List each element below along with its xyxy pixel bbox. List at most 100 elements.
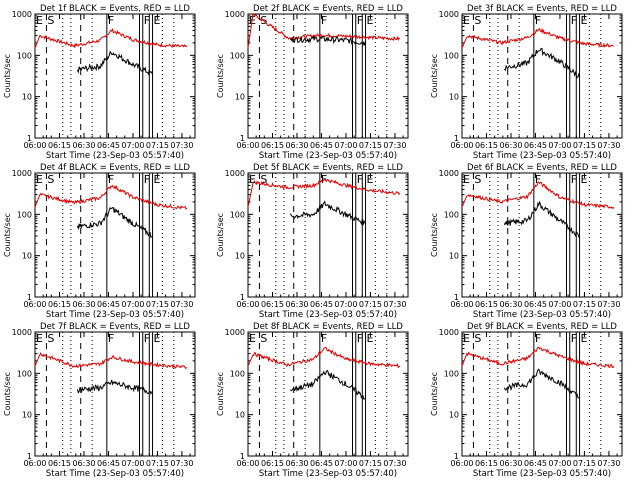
y-tick-label: 1 [27,452,32,461]
x-tick-label: 06:30 [499,141,522,150]
x-tick-label: 07:00 [548,300,571,309]
y-tick-label: 10 [22,93,32,102]
x-tick-label: 06:45 [97,141,120,150]
y-tick-label: 1000 [12,10,32,19]
phase-letter: F [571,332,577,345]
x-tick-label: 07:00 [121,141,144,150]
x-tick-label: 07:30 [383,300,406,309]
x-tick-label: 06:00 [23,459,46,468]
y-axis-label: Counts/sec [430,372,439,416]
phase-marker-S: S [47,332,54,345]
x-tick-label: 06:00 [450,300,473,309]
panel-title: Det 6f BLACK = Events, RED = LLD [467,163,617,173]
series-events [76,206,153,239]
phase-letter: F [321,332,327,345]
x-tick-label: 06:00 [450,459,473,468]
y-tick-label: 1000 [439,169,459,178]
y-tick-label: 1000 [12,169,32,178]
phase-letter: F [144,332,150,345]
y-tick-label: 1000 [439,328,459,337]
x-tick-label: 07:30 [170,300,193,309]
y-axis-label: Counts/sec [216,213,225,257]
x-tick-label: 07:15 [573,459,596,468]
x-tick-label: 06:45 [310,459,333,468]
panel-5: Det 5f BLACK = Events, RED = LLD 1 10 100 10… [216,163,409,320]
phase-letter: F [108,332,114,345]
phase-marker-E: E [36,173,43,186]
x-tick-label: 06:15 [475,300,498,309]
panel-title: Det 4f BLACK = Events, RED = LLD [40,163,190,173]
x-tick-label: 07:15 [146,459,169,468]
phase-letter: F [144,14,150,27]
x-tick-label: 06:30 [285,300,308,309]
x-tick-label: 07:30 [597,300,620,309]
x-axis-label: Start Time (23-Sep-03 05:57:40) [259,469,397,479]
phase-marker-E: E [36,332,43,345]
x-tick-label: 07:15 [359,300,382,309]
y-tick-label: 100 [444,51,459,60]
series-lld [461,346,615,369]
x-tick-label: 07:30 [383,459,406,468]
panel-title: Det 8f BLACK = Events, RED = LLD [253,322,403,332]
y-tick-label: 1 [454,452,459,461]
phase-marker-E: E [463,14,470,27]
x-tick-label: 06:30 [72,300,95,309]
x-axis-label: Start Time (23-Sep-03 05:57:40) [473,151,611,161]
y-tick-label: 10 [449,411,459,420]
phase-letter: F [321,173,327,186]
y-tick-label: 10 [235,252,245,261]
y-tick-label: 10 [449,252,459,261]
plot-frame [461,331,623,457]
plot-frame [247,13,409,139]
plot-frame [247,172,409,298]
x-tick-label: 07:15 [146,300,169,309]
phase-marker-S: S [260,173,267,186]
panel-6: Det 6f BLACK = Events, RED = LLD 1 10 100 10… [430,163,623,320]
x-tick-label: 07:00 [548,141,571,150]
y-tick-label: 10 [22,411,32,420]
y-tick-label: 1000 [12,328,32,337]
phase-letter: E [581,14,588,27]
x-tick-label: 06:15 [475,141,498,150]
y-tick-label: 10 [449,93,459,102]
x-axis-label: Start Time (23-Sep-03 05:57:40) [259,310,397,320]
y-tick-label: 1 [27,134,32,143]
phase-letter: E [367,14,374,27]
y-tick-label: 10 [235,93,245,102]
y-axis-label: Counts/sec [216,372,225,416]
y-tick-label: 1000 [439,10,459,19]
x-tick-label: 06:00 [450,141,473,150]
x-tick-label: 06:00 [23,141,46,150]
phase-marker-S: S [474,173,481,186]
panel-8: Det 8f BLACK = Events, RED = LLD 1 10 100 10… [216,322,409,479]
plot-frame [247,331,409,457]
series-lld [247,13,401,49]
panel-title: Det 7f BLACK = Events, RED = LLD [40,322,190,332]
panel-2: Det 2f BLACK = Events, RED = LLD 1 10 100 10… [216,4,409,161]
phase-marker-S: S [47,173,54,186]
y-axis-label: Counts/sec [216,54,225,98]
x-tick-label: 07:30 [170,459,193,468]
series-lld [34,184,188,210]
panel-title: Det 5f BLACK = Events, RED = LLD [253,163,403,173]
x-tick-label: 07:00 [334,300,357,309]
series-events [503,368,580,399]
phase-letter: F [535,332,541,345]
y-tick-label: 1 [454,293,459,302]
y-tick-label: 1 [240,134,245,143]
x-tick-label: 06:45 [97,459,120,468]
phase-letter: F [571,173,577,186]
series-events [504,47,581,79]
plot-frame [461,172,623,298]
y-tick-label: 100 [230,51,245,60]
y-tick-label: 100 [230,210,245,219]
y-axis-label: Counts/sec [3,54,12,98]
x-tick-label: 06:45 [524,141,547,150]
phase-letter: F [321,14,327,27]
series-lld [461,27,614,49]
x-tick-label: 06:15 [261,459,284,468]
x-axis-label: Start Time (23-Sep-03 05:57:40) [473,469,611,479]
phase-letter: E [581,332,588,345]
phase-marker-E: E [463,332,470,345]
y-tick-label: 100 [444,369,459,378]
